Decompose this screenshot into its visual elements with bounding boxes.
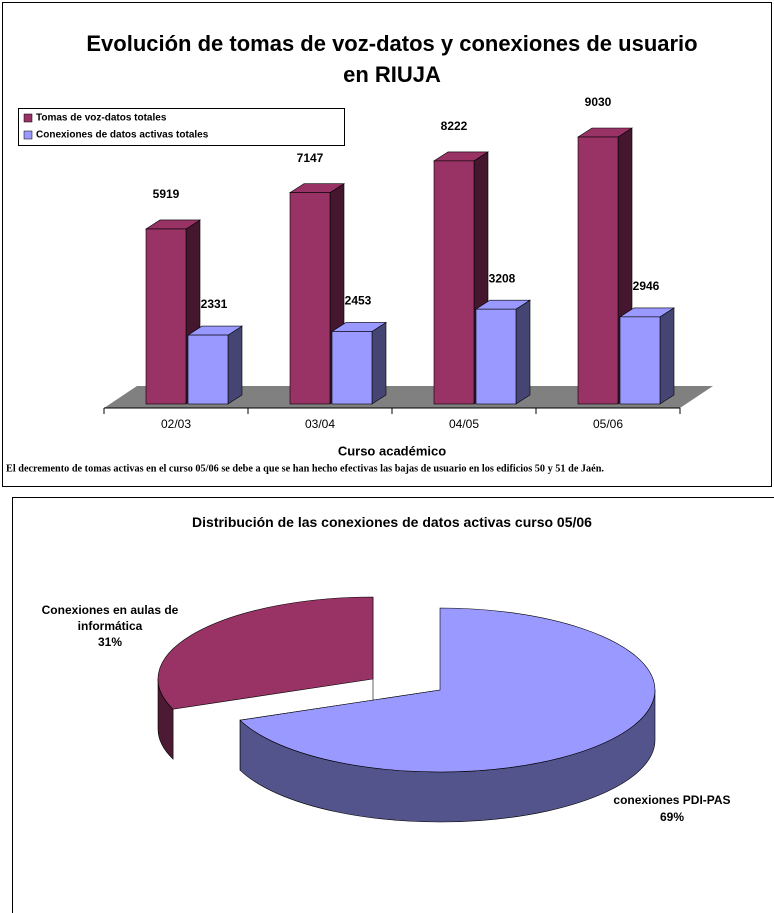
slice-label: conexiones PDI-PAS 69%	[580, 792, 764, 826]
bar-side	[371, 321, 387, 405]
bar	[474, 299, 532, 405]
bar-front	[289, 192, 331, 405]
legend-label: Tomas de voz-datos totales	[36, 113, 167, 124]
data-label: 9030	[585, 95, 612, 109]
bar-front	[331, 331, 373, 405]
bar-front	[475, 308, 517, 405]
legend-label: Conexiones de datos activas totales	[36, 130, 209, 141]
bar-side	[515, 299, 531, 405]
chart-frame	[2, 2, 772, 487]
bar-side	[227, 325, 243, 405]
legend-box	[18, 108, 345, 146]
pie-slice	[239, 607, 656, 823]
data-label: 5919	[153, 187, 180, 201]
slice-value: 31%	[97, 635, 123, 649]
slice-top	[239, 607, 656, 773]
bar	[330, 321, 388, 405]
slice-label: Conexiones en aulas de informática 31%	[25, 602, 195, 650]
data-label: 2453	[345, 294, 372, 308]
slice-name: conexiones PDI-PAS	[613, 793, 731, 807]
bar-side	[659, 307, 675, 405]
data-label: 7147	[297, 151, 324, 165]
data-label: 2331	[201, 297, 228, 311]
chart-frame	[12, 497, 774, 913]
slice-name: Conexiones en aulas de informática	[41, 603, 179, 633]
pie-slice	[157, 596, 374, 760]
bar-front	[187, 334, 229, 405]
slice-value: 69%	[659, 810, 685, 824]
x-tick-label: 04/05	[449, 417, 479, 431]
bar-front	[145, 228, 187, 405]
bar	[186, 325, 244, 405]
chart-title: Evolución de tomas de voz-datos y conexi…	[86, 31, 698, 87]
bar-front	[619, 316, 661, 405]
slice-top	[157, 596, 374, 710]
floor	[104, 386, 713, 408]
x-tick-label: 05/06	[593, 417, 623, 431]
bar-front	[433, 160, 475, 405]
x-axis-label: Curso académico	[338, 443, 446, 458]
data-label: 3208	[489, 271, 516, 285]
x-tick-label: 02/03	[161, 417, 191, 431]
legend-swatch	[23, 113, 33, 123]
x-tick-label: 03/04	[305, 417, 335, 431]
bar-front	[577, 136, 619, 405]
data-label: 8222	[441, 119, 468, 133]
bar	[288, 183, 346, 405]
note: El decremento de tomas activas en el cur…	[6, 463, 605, 474]
chart-title: Distribución de las conexiones de datos …	[192, 514, 592, 530]
bar	[618, 307, 676, 405]
data-label: 2946	[633, 279, 660, 293]
legend-swatch	[23, 130, 33, 140]
